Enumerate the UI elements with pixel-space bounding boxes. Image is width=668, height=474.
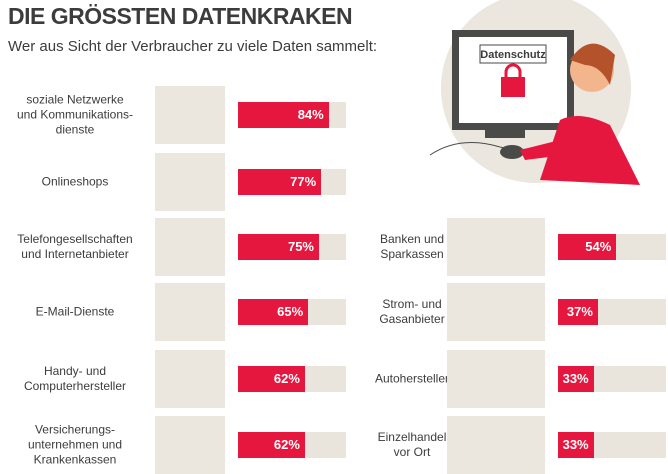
bar: 33% (558, 366, 594, 392)
category-label: Strom- und Gasanbieter (379, 297, 445, 326)
category-label: Handy- und Computerhersteller (23, 364, 127, 393)
icon (155, 86, 225, 144)
bar: 54% (558, 234, 617, 260)
category-label: Telefongesellschaften und Internetanbiet… (17, 232, 133, 261)
bar: 37% (558, 299, 598, 325)
icon (155, 218, 225, 276)
bar: 65% (238, 299, 309, 325)
category-label: Banken und Sparkassen (379, 232, 445, 261)
bar: 62% (238, 432, 305, 458)
category-label: Einzelhandel vor Ort (377, 430, 447, 459)
subtitle: Wer aus Sicht der Verbraucher zu viele D… (8, 38, 378, 55)
category-label: E-Mail-Dienste (35, 304, 115, 319)
bar: 62% (238, 366, 305, 392)
icon (447, 283, 545, 341)
icon (155, 350, 225, 408)
icon (447, 218, 545, 276)
category-label: Versicherungs- unternehmen und Krankenka… (27, 422, 123, 467)
category-label: Onlineshops (41, 174, 109, 189)
bar: 75% (238, 234, 319, 260)
bar: 33% (558, 432, 594, 458)
icon (447, 416, 545, 474)
title: DIE GRÖSSTEN DATENKRAKEN (8, 3, 353, 29)
annotation: Datenschutz (480, 49, 546, 61)
icon (155, 153, 225, 211)
category-label: soziale Netzwerke und Kommunikations- di… (16, 92, 134, 137)
icon (155, 283, 225, 341)
icon (155, 416, 225, 474)
bar: 84% (238, 102, 329, 128)
bar: 77% (238, 169, 322, 195)
illustration: Datenschutz (429, 0, 640, 185)
icon (447, 350, 545, 408)
category-label: Autohersteller (374, 371, 450, 386)
